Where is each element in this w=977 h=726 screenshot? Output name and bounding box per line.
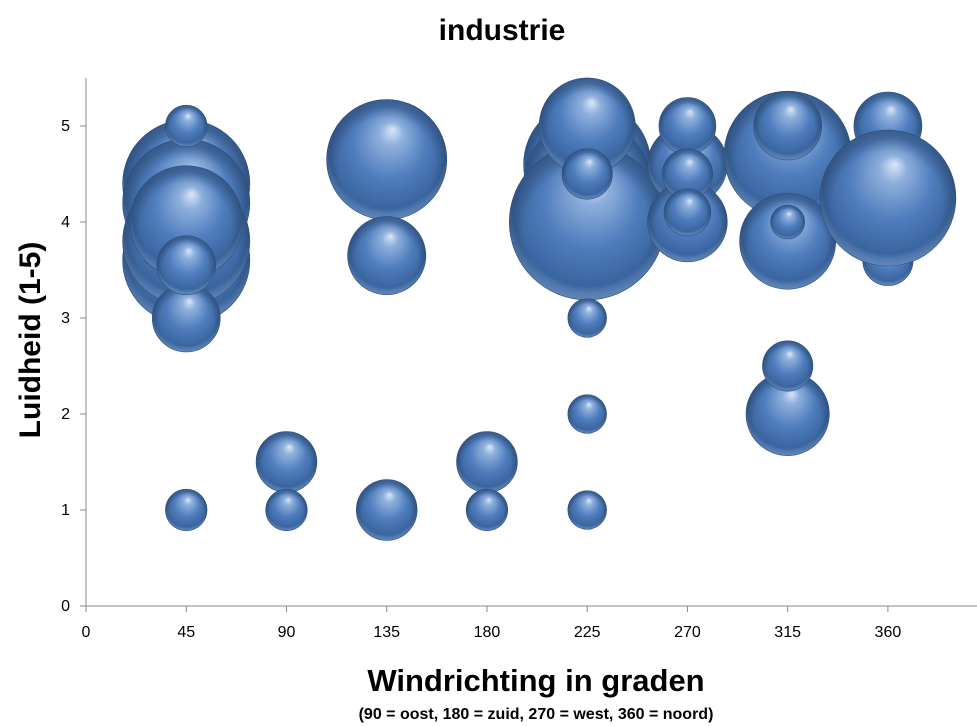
- bubble-point-shade: [746, 372, 830, 456]
- x-tick-label: 225: [574, 624, 601, 641]
- bubble-point-shade: [256, 431, 317, 493]
- bubble-point-shade: [770, 205, 805, 239]
- bubble-point-shade: [658, 97, 716, 155]
- y-tick-label: 1: [61, 502, 70, 519]
- x-tick-label: 90: [278, 624, 296, 641]
- bubble-point-shade: [156, 235, 216, 295]
- bubble-point-shade: [165, 489, 208, 531]
- x-tick-label: 315: [774, 624, 801, 641]
- bubble-point-shade: [567, 490, 607, 530]
- bubble-point-shade: [567, 394, 607, 434]
- bubble-point-shade: [347, 216, 426, 295]
- y-axis-title: Luidheid (1-5): [14, 242, 47, 439]
- bubble-point-shade: [265, 489, 308, 531]
- bubble-point-shade: [456, 431, 518, 493]
- x-tick-label: 270: [674, 624, 701, 641]
- y-tick-labels: 0 1 2 3 4 5: [61, 118, 86, 615]
- x-tick-label: 0: [82, 624, 91, 641]
- x-tick-label: 135: [373, 624, 400, 641]
- x-tick-label: 360: [875, 624, 902, 641]
- plot-axes: [85, 78, 977, 607]
- bubble-series: [122, 77, 957, 541]
- y-tick-label: 4: [61, 214, 70, 231]
- bubble-point-shade: [539, 77, 636, 175]
- y-tick-label: 0: [61, 598, 70, 615]
- y-tick-label: 2: [61, 406, 70, 423]
- bubble-point-shade: [466, 489, 508, 531]
- y-tick-label: 5: [61, 118, 70, 135]
- bubble-point-shade: [762, 340, 813, 392]
- chart-title: industrie: [439, 14, 566, 47]
- bubble-point-shade: [819, 130, 956, 266]
- bubble-point-shade: [739, 193, 836, 290]
- bubble-point-shade: [561, 148, 613, 200]
- x-axis-title: Windrichting in graden: [367, 663, 704, 698]
- bubble-point-shade: [165, 105, 208, 147]
- bubble-point-shade: [662, 148, 713, 200]
- y-tick-label: 3: [61, 310, 70, 327]
- x-tick-labels: 0 45 90 135 180 225 270 315 360: [82, 606, 902, 641]
- bubble-point-shade: [129, 165, 243, 279]
- x-axis-note: (90 = oost, 180 = zuid, 270 = west, 360 …: [359, 706, 714, 723]
- x-tick-label: 45: [177, 624, 195, 641]
- bubble-point-shade: [753, 92, 822, 160]
- x-tick-label: 180: [474, 624, 501, 641]
- bubble-point-shade: [356, 479, 418, 541]
- bubble-point-shade: [663, 188, 711, 236]
- bubble-point-shade: [509, 144, 666, 300]
- bubble-point-shade: [326, 99, 447, 220]
- bubble-point-shade: [152, 284, 221, 352]
- bubble-point-shade: [567, 298, 607, 338]
